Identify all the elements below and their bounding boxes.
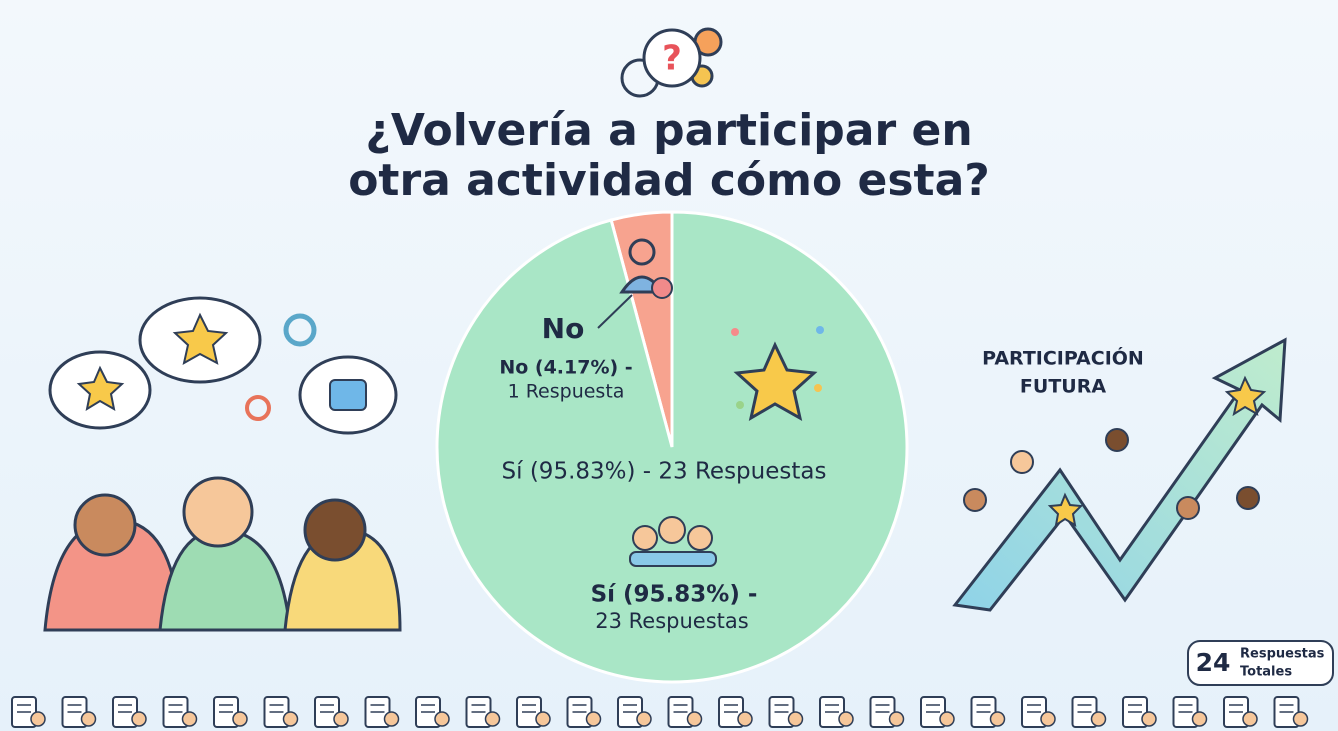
hand-icon — [385, 712, 399, 726]
hand-icon — [1142, 712, 1156, 726]
hand-icon — [738, 712, 752, 726]
total-number: 24 — [1196, 648, 1231, 677]
count-label: 23 Respuestas — [595, 609, 748, 633]
hand-icon — [183, 712, 197, 726]
hand-icon — [435, 712, 449, 726]
hand-icon — [31, 712, 45, 726]
hand-icon — [839, 712, 853, 726]
total-label: Totales — [1240, 665, 1292, 680]
hand-icon — [82, 712, 96, 726]
hand-icon — [587, 712, 601, 726]
count-label: 1 Respuesta — [508, 381, 625, 403]
hand-icon — [284, 712, 298, 726]
total-label: Respuestas — [1240, 647, 1325, 662]
slice-name: No — [542, 312, 585, 345]
hand-icon — [536, 712, 550, 726]
svg-text:?: ? — [662, 39, 682, 79]
hand-icon — [789, 712, 803, 726]
hand-icon — [890, 712, 904, 726]
center-label: Sí (95.83%) - 23 Respuestas — [502, 459, 827, 485]
hand-icon — [486, 712, 500, 726]
hand-icon — [1041, 712, 1055, 726]
value-label: No (4.17%) - — [499, 357, 632, 379]
hand-icon — [233, 712, 247, 726]
hand-icon — [1193, 712, 1207, 726]
hand-icon — [1243, 712, 1257, 726]
hand-icon — [334, 712, 348, 726]
hand-icon — [991, 712, 1005, 726]
infographic: ? ¿Volvería a participar en otra activid… — [0, 0, 1338, 731]
title-line: otra actividad cómo esta? — [348, 155, 990, 206]
side-title: PARTICIPACIÓN — [982, 346, 1144, 370]
hand-icon — [1294, 712, 1308, 726]
title-line: ¿Volvería a participar en — [365, 105, 972, 156]
hand-icon — [132, 712, 146, 726]
hand-icon — [1092, 712, 1106, 726]
hand-icon — [637, 712, 651, 726]
hand-icon — [940, 712, 954, 726]
hand-icon — [688, 712, 702, 726]
value-label: Sí (95.83%) - — [591, 582, 758, 608]
side-title: FUTURA — [1020, 376, 1106, 398]
